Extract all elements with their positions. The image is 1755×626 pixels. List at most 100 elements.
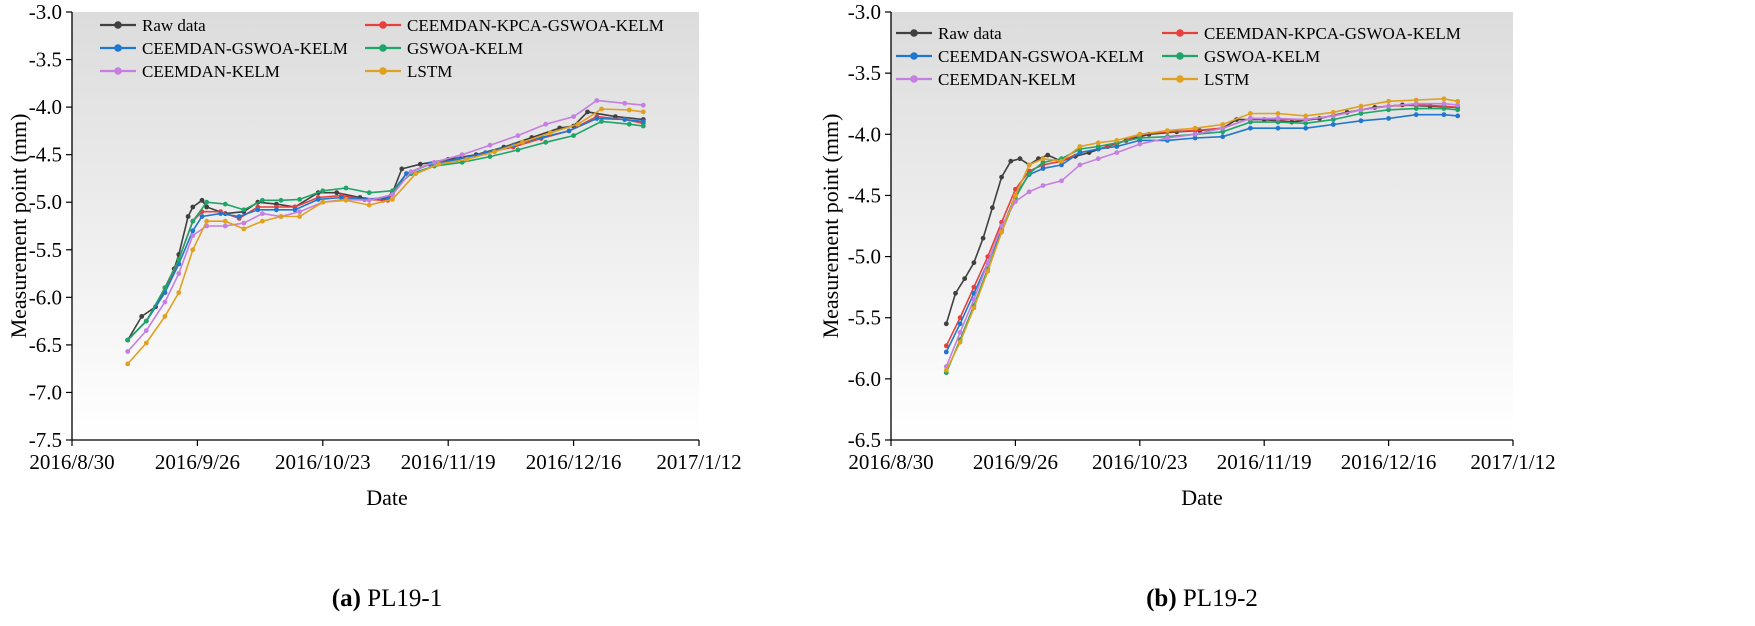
data-point (1114, 144, 1120, 149)
data-point (1220, 129, 1226, 135)
legend-item-3: GSWOA-KELM (1162, 47, 1320, 66)
data-point (980, 235, 986, 241)
data-point (1303, 117, 1309, 122)
data-point (278, 214, 284, 219)
caption-letter: (a) (332, 585, 361, 612)
data-point (260, 211, 265, 217)
data-point (241, 226, 247, 232)
data-point (222, 218, 228, 224)
data-point (297, 197, 302, 202)
figure-caption: (a) PL19-1 (332, 585, 442, 612)
data-point (190, 218, 196, 224)
data-point (366, 190, 372, 196)
data-point (626, 121, 632, 127)
data-point (1114, 138, 1120, 143)
data-point (162, 299, 168, 305)
data-point (566, 128, 572, 134)
data-point (176, 290, 182, 295)
y-tick-label: -3.0 (848, 0, 881, 24)
legend-label: CEEMDAN-KPCA-GSWOA-KELM (1204, 24, 1461, 43)
data-point (585, 109, 590, 115)
data-point (1077, 144, 1083, 149)
legend-label: CEEMDAN-KELM (142, 62, 280, 81)
plot-area (72, 12, 699, 440)
legend: Raw data CEEMDAN-KPCA-GSWOA-KELM CEEMDAN-G… (100, 16, 664, 81)
data-point (1455, 102, 1461, 108)
data-point (334, 190, 340, 196)
data-point (985, 260, 991, 266)
legend-item-1: CEEMDAN-KPCA-GSWOA-KELM (1162, 24, 1461, 43)
data-point (1059, 162, 1064, 168)
data-point (1358, 111, 1364, 116)
y-tick-label: -7.0 (29, 380, 62, 404)
data-point (1413, 112, 1419, 118)
x-tick-label: 2016/12/16 (1341, 450, 1437, 474)
series-5 (943, 96, 1461, 373)
plot-area (891, 12, 1513, 440)
data-point (1275, 125, 1281, 131)
data-point (190, 233, 196, 238)
data-point (1413, 106, 1419, 111)
y-tick-label: -4.5 (29, 143, 62, 167)
data-point (1013, 193, 1018, 198)
legend-item-4: CEEMDAN-KELM (100, 62, 280, 81)
data-point (1026, 171, 1032, 176)
data-point (431, 159, 437, 165)
data-point (413, 171, 419, 177)
data-point (1040, 183, 1046, 189)
data-point (515, 147, 521, 153)
data-point (204, 218, 210, 224)
legend-swatch-marker (1176, 29, 1184, 37)
data-point (199, 214, 205, 219)
data-point (1220, 125, 1226, 131)
y-tick-label: -5.0 (848, 245, 881, 269)
data-point (399, 166, 405, 172)
caption-letter: (b) (1146, 585, 1177, 612)
data-point (571, 114, 576, 119)
legend-label: CEEMDAN-GSWOA-KELM (142, 39, 348, 58)
data-point (1045, 152, 1051, 158)
data-point (1013, 186, 1018, 192)
data-point (971, 297, 977, 302)
data-point (1165, 135, 1170, 141)
x-tick-label: 2016/9/26 (155, 450, 240, 474)
y-tick-label: -5.5 (29, 238, 62, 262)
legend-swatch-marker (1176, 52, 1184, 60)
legend-swatch-marker (379, 21, 387, 29)
legend-label: LSTM (407, 62, 452, 81)
legend-swatch-marker (114, 44, 122, 52)
y-tick-label: -6.5 (29, 333, 62, 357)
caption-text: PL19-2 (1177, 585, 1258, 612)
data-point (1248, 119, 1253, 125)
data-point (1137, 131, 1143, 137)
data-point (162, 285, 168, 291)
data-point (176, 271, 182, 276)
data-point (297, 214, 302, 219)
legend-label: Raw data (142, 16, 206, 35)
data-point (971, 305, 977, 311)
x-tick-label: 2016/10/23 (1092, 450, 1188, 474)
y-tick-label: -7.5 (29, 428, 62, 452)
data-point (125, 361, 131, 367)
data-point (366, 202, 372, 208)
data-point (320, 188, 326, 194)
data-point (962, 276, 968, 281)
data-point (1413, 97, 1419, 103)
data-point (599, 106, 604, 112)
y-tick-label: -3.0 (29, 0, 62, 24)
data-point (1114, 150, 1120, 156)
data-point (1455, 98, 1461, 104)
x-tick-label: 2016/11/19 (1217, 450, 1312, 474)
legend-label: CEEMDAN-KPCA-GSWOA-KELM (407, 16, 664, 35)
data-point (390, 197, 395, 202)
data-point (971, 260, 977, 266)
data-point (1358, 118, 1364, 124)
data-point (1192, 135, 1198, 141)
figure-caption: (b) PL19-2 (1146, 585, 1258, 612)
y-tick-label: -6.0 (848, 367, 881, 391)
x-tick-label: 2016/9/26 (973, 450, 1058, 474)
data-point (953, 290, 958, 296)
data-point (1386, 103, 1391, 109)
data-point (622, 117, 628, 122)
data-point (1017, 156, 1023, 162)
